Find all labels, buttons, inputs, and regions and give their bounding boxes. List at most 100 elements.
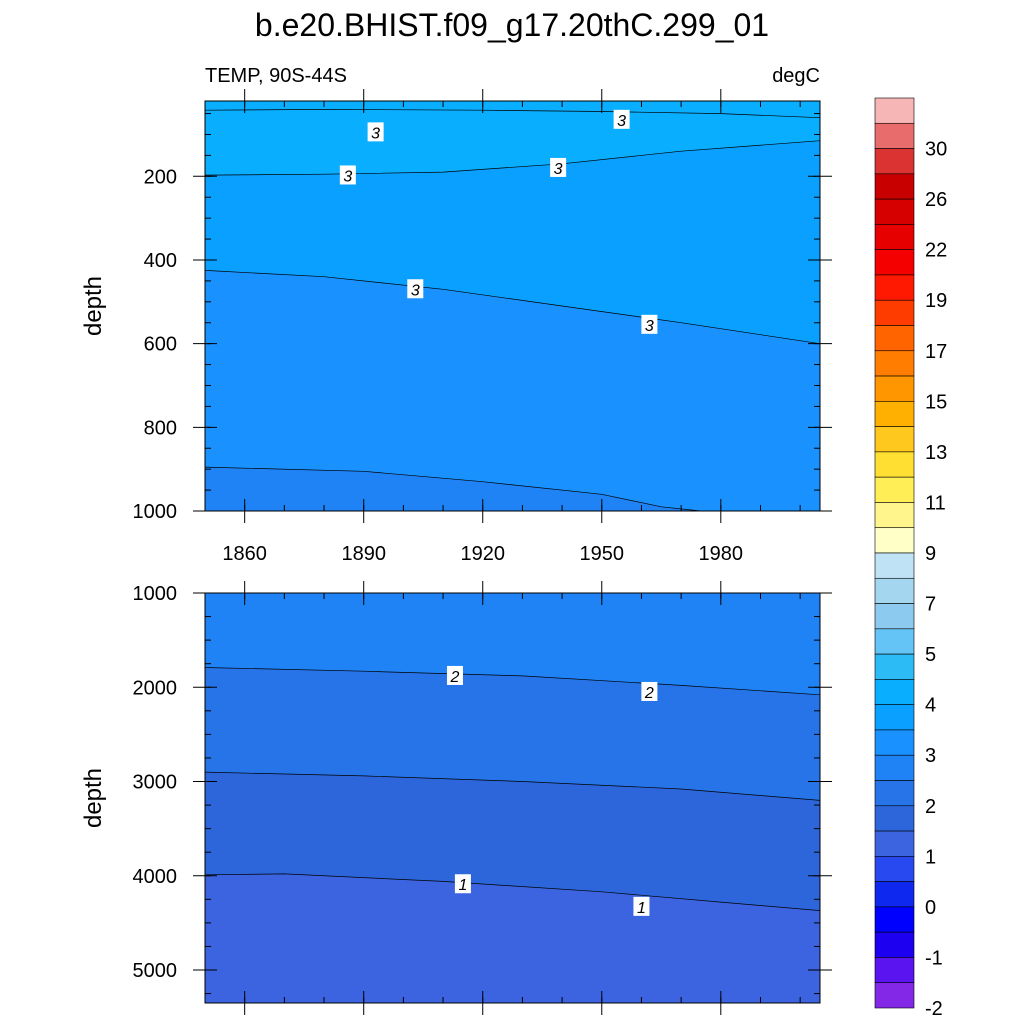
colorbar-swatch <box>874 754 915 781</box>
y-tick-label: 2000 <box>133 677 178 699</box>
colorbar-swatch <box>874 957 915 984</box>
colorbar-swatch <box>874 274 915 301</box>
colorbar-label: 26 <box>925 189 947 211</box>
y-tick-label: 400 <box>144 250 177 272</box>
colorbar-label: 0 <box>925 897 936 919</box>
x-tick-label: 1950 <box>580 543 625 565</box>
contour-label-text: 2 <box>450 669 460 686</box>
y-tick-label: 4000 <box>133 866 178 888</box>
contour-label-text: 3 <box>371 125 380 142</box>
colorbar-swatch <box>874 906 915 933</box>
x-tick-label: 1860 <box>222 543 267 565</box>
colorbar-swatch <box>874 653 915 680</box>
colorbar-swatch <box>874 198 915 225</box>
contour-label: 1 <box>454 874 471 894</box>
colorbar-swatch <box>874 679 915 705</box>
colorbar: 30 26 22 19 17 15 13 11 9 7 5 4 3 2 1 0 -1 -2 <box>874 97 947 1020</box>
colorbar-swatch <box>874 881 915 908</box>
colorbar-swatch <box>874 401 915 427</box>
colorbar-swatch <box>874 931 915 958</box>
contour-label-text: 3 <box>343 168 352 185</box>
colorbar-swatch <box>874 603 915 630</box>
colorbar-label: 7 <box>925 594 936 616</box>
colorbar-label: 13 <box>925 442 947 464</box>
colorbar-swatch <box>874 577 915 604</box>
colorbar-swatch <box>874 856 915 882</box>
contour-label: 2 <box>641 681 658 702</box>
units-label: degC <box>772 65 820 87</box>
colorbar-swatch <box>874 830 915 857</box>
contour-label-text: 3 <box>617 113 626 130</box>
colorbar-swatch <box>874 805 915 832</box>
colorbar-swatch <box>874 148 915 175</box>
x-tick-label: 1920 <box>460 543 505 565</box>
contour-label-text: 1 <box>458 877 467 894</box>
colorbar-swatch <box>874 224 915 250</box>
colorbar-label: -2 <box>925 998 943 1020</box>
colorbar-swatch <box>874 375 915 402</box>
colorbar-swatch <box>874 502 915 529</box>
contour-label-text: 3 <box>645 318 654 335</box>
colorbar-swatch <box>874 173 915 200</box>
contour-band <box>205 270 820 511</box>
colorbar-label: 19 <box>925 290 947 312</box>
plot-frame <box>204 592 821 1004</box>
contour-label-text: 1 <box>637 900 646 917</box>
contour-line <box>204 140 821 176</box>
y-tick-label: 200 <box>144 166 177 188</box>
colorbar-label: 17 <box>925 341 947 363</box>
colorbar-label: 4 <box>925 695 936 717</box>
colorbar-swatch <box>874 97 915 124</box>
contour-label-text: 3 <box>554 161 563 178</box>
y-tick-label: 5000 <box>133 960 178 982</box>
contour-line <box>204 466 702 512</box>
lower-depth-panel: 2 2 1 1 1000 2000 3000 4000 5000 depth <box>80 581 832 1015</box>
colorbar-label: 15 <box>925 391 947 413</box>
y-tick-label: 1000 <box>133 583 178 605</box>
colorbar-swatch <box>874 552 915 579</box>
contour-line <box>204 771 821 801</box>
colorbar-swatch <box>874 476 915 503</box>
colorbar-swatch <box>874 350 915 377</box>
contour-label: 1 <box>633 896 650 917</box>
contour-band <box>205 873 820 1003</box>
colorbar-swatch <box>874 628 915 655</box>
colorbar-swatch <box>874 122 915 149</box>
contour-label: 2 <box>446 665 463 686</box>
x-tick-label: 1980 <box>699 543 744 565</box>
y-tick-label: 3000 <box>133 772 178 794</box>
colorbar-label: 2 <box>925 796 936 818</box>
contour-label: 3 <box>367 122 384 142</box>
colorbar-label: 9 <box>925 543 936 565</box>
colorbar-label: 3 <box>925 745 936 767</box>
contour-label: 3 <box>613 109 630 130</box>
contour-label: 3 <box>339 165 356 185</box>
colorbar-label: 30 <box>925 139 947 161</box>
colorbar-swatch <box>874 299 915 326</box>
contour-label: 3 <box>407 279 424 299</box>
colorbar-swatch <box>874 325 915 352</box>
y-axis-label: depth <box>80 768 107 828</box>
colorbar-swatch <box>874 982 915 1009</box>
contour-band <box>205 467 701 511</box>
colorbar-swatch <box>874 527 915 554</box>
contour-line <box>204 667 821 696</box>
colorbar-label: 11 <box>925 492 946 514</box>
upper-depth-panel: 3 3 3 3 3 3 200 400 600 800 1000 depth <box>80 89 832 523</box>
contour-line <box>204 270 821 345</box>
x-tick-label: 1890 <box>341 543 386 565</box>
contour-label: 3 <box>641 314 658 335</box>
variable-label: TEMP, 90S-44S <box>205 65 347 87</box>
y-tick-label: 1000 <box>133 501 178 523</box>
colorbar-swatch <box>874 729 915 756</box>
contour-line <box>204 873 821 911</box>
colorbar-label: -1 <box>925 947 943 969</box>
chart-title: b.e20.BHIST.f09_g17.20thC.299_01 <box>255 7 769 43</box>
colorbar-swatch <box>874 451 915 478</box>
contour-label: 3 <box>550 157 567 178</box>
colorbar-label: 5 <box>925 644 936 666</box>
y-tick-label: 600 <box>144 334 177 356</box>
colorbar-swatch <box>874 426 915 453</box>
contour-line <box>204 109 821 119</box>
